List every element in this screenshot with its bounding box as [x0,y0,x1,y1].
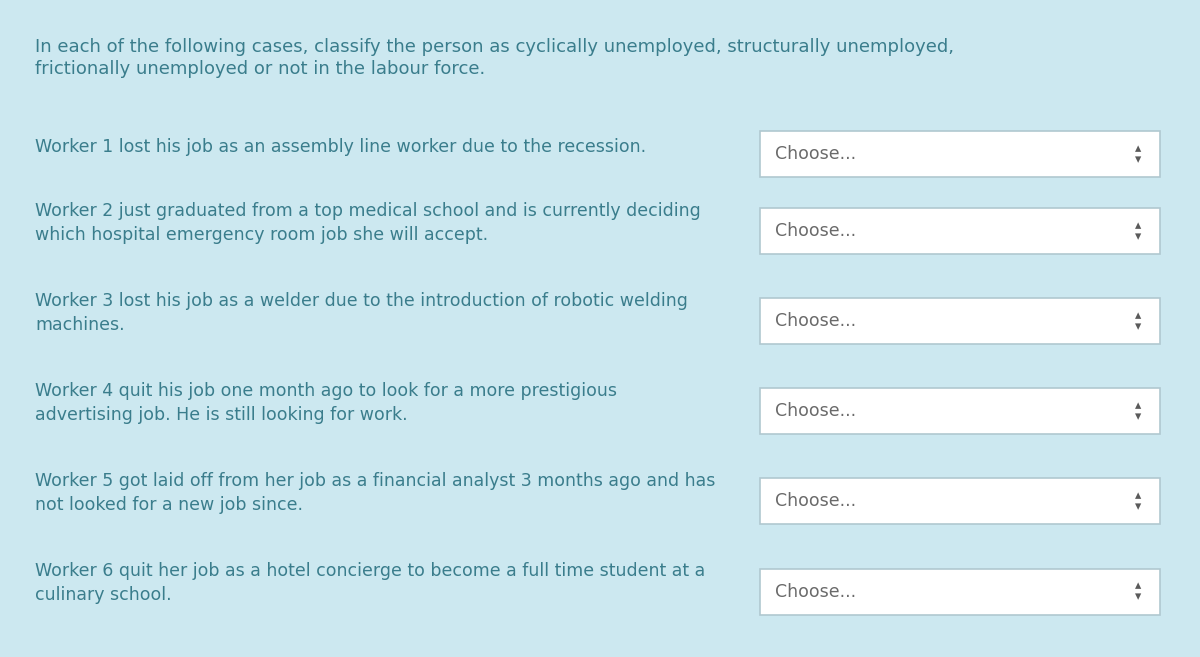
Text: Choose...: Choose... [775,402,856,420]
Text: Choose...: Choose... [775,312,856,330]
FancyBboxPatch shape [760,478,1160,524]
Text: ▴
▾: ▴ ▾ [1135,143,1141,166]
Text: advertising job. He is still looking for work.: advertising job. He is still looking for… [35,406,408,424]
Text: Choose...: Choose... [775,583,856,600]
Text: Worker 1 lost his job as an assembly line worker due to the recession.: Worker 1 lost his job as an assembly lin… [35,138,646,156]
Text: which hospital emergency room job she will accept.: which hospital emergency room job she wi… [35,225,488,244]
FancyBboxPatch shape [760,568,1160,614]
Text: ▴
▾: ▴ ▾ [1135,309,1141,333]
Text: frictionally unemployed or not in the labour force.: frictionally unemployed or not in the la… [35,60,485,78]
FancyBboxPatch shape [760,208,1160,254]
FancyBboxPatch shape [760,388,1160,434]
Text: In each of the following cases, classify the person as cyclically unemployed, st: In each of the following cases, classify… [35,38,954,56]
Text: Worker 6 quit her job as a hotel concierge to become a full time student at a: Worker 6 quit her job as a hotel concier… [35,562,706,580]
Text: Worker 5 got laid off from her job as a financial analyst 3 months ago and has: Worker 5 got laid off from her job as a … [35,472,715,490]
Text: Worker 3 lost his job as a welder due to the introduction of robotic welding: Worker 3 lost his job as a welder due to… [35,292,688,309]
FancyBboxPatch shape [760,298,1160,344]
Text: Choose...: Choose... [775,222,856,240]
Text: ▴
▾: ▴ ▾ [1135,579,1141,604]
Text: machines.: machines. [35,316,125,334]
Text: Worker 2 just graduated from a top medical school and is currently deciding: Worker 2 just graduated from a top medic… [35,202,701,219]
Text: Worker 4 quit his job one month ago to look for a more prestigious: Worker 4 quit his job one month ago to l… [35,382,617,400]
Text: ▴
▾: ▴ ▾ [1135,399,1141,423]
Text: ▴
▾: ▴ ▾ [1135,219,1141,243]
FancyBboxPatch shape [760,131,1160,177]
Text: culinary school.: culinary school. [35,586,172,604]
Text: Choose...: Choose... [775,145,856,164]
Text: not looked for a new job since.: not looked for a new job since. [35,496,302,514]
Text: ▴
▾: ▴ ▾ [1135,489,1141,514]
Text: Choose...: Choose... [775,493,856,510]
